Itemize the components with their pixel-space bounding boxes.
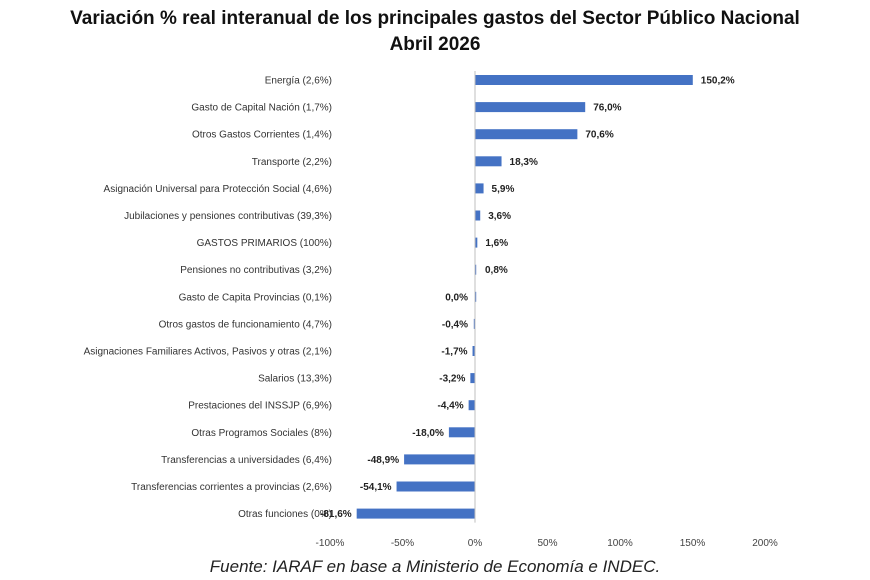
bar bbox=[475, 291, 477, 302]
value-label: -0,4% bbox=[442, 319, 468, 330]
bar bbox=[468, 400, 475, 411]
category-label: Energía (2,6%) bbox=[265, 76, 332, 87]
x-tick-labels-group: -100% -50% 0% 50% 100% 150% 200% bbox=[316, 538, 778, 549]
value-label: 76,0% bbox=[593, 103, 621, 114]
bar bbox=[475, 129, 578, 140]
category-label: Gasto de Capita Provincias (0,1%) bbox=[179, 292, 332, 303]
category-label: Otros Gastos Corrientes (1,4%) bbox=[192, 130, 332, 141]
chart-title: Variación % real interanual de los princ… bbox=[70, 8, 800, 29]
category-label: Transferencias corrientes a provincias (… bbox=[131, 482, 332, 493]
value-label: 3,6% bbox=[488, 211, 511, 222]
value-label: 70,6% bbox=[585, 130, 613, 141]
bar bbox=[475, 102, 586, 113]
x-tick-label: 150% bbox=[680, 538, 706, 549]
category-label: Pensiones no contributivas (3,2%) bbox=[180, 265, 332, 276]
value-label: -1,7% bbox=[441, 347, 467, 358]
category-label: Asignación Universal para Protección Soc… bbox=[104, 184, 332, 195]
value-label: -48,9% bbox=[367, 455, 399, 466]
category-labels-group: Energía (2,6%) Gasto de Capital Nación (1… bbox=[84, 76, 332, 521]
value-label: 1,6% bbox=[485, 238, 508, 249]
value-label: -54,1% bbox=[360, 482, 392, 493]
category-label: Otras Programos Sociales (8%) bbox=[191, 428, 332, 439]
bar bbox=[475, 237, 478, 248]
category-label: Asignaciones Familiares Activos, Pasivos… bbox=[84, 347, 332, 358]
x-tick-label: 0% bbox=[468, 538, 483, 549]
bar bbox=[475, 210, 481, 221]
source-note: Fuente: IARAF en base a Ministerio de Ec… bbox=[209, 557, 661, 576]
bar bbox=[472, 346, 475, 356]
value-label: 0,8% bbox=[485, 265, 508, 276]
category-label: Otros gastos de funcionamiento (4,7%) bbox=[159, 319, 332, 330]
value-label: -18,0% bbox=[412, 428, 444, 439]
bar bbox=[475, 156, 502, 167]
category-label: Prestaciones del INSSJP (6,9%) bbox=[188, 401, 332, 412]
value-label: 5,9% bbox=[492, 184, 515, 195]
x-tick-label: 50% bbox=[537, 538, 557, 549]
x-tick-label: -100% bbox=[316, 538, 345, 549]
value-label: 150,2% bbox=[701, 76, 735, 87]
value-label: -3,2% bbox=[439, 374, 465, 385]
bar bbox=[470, 373, 475, 384]
category-label: Transferencias a universidades (6,4%) bbox=[161, 455, 332, 466]
bar bbox=[475, 183, 484, 194]
x-tick-label: 200% bbox=[752, 538, 778, 549]
category-label: Jubilaciones y pensiones contributivas (… bbox=[124, 211, 332, 222]
category-label: Salarios (13,3%) bbox=[258, 374, 332, 385]
category-label: Gasto de Capital Nación (1,7%) bbox=[191, 103, 332, 114]
bar bbox=[448, 427, 475, 438]
bars-group bbox=[356, 75, 693, 519]
category-label: Transporte (2,2%) bbox=[252, 157, 332, 168]
chart-subtitle: Abril 2026 bbox=[389, 34, 481, 55]
bar bbox=[475, 264, 477, 275]
bar bbox=[356, 508, 475, 519]
bar bbox=[396, 481, 475, 492]
value-label: 0,0% bbox=[445, 292, 468, 303]
value-label: 18,3% bbox=[510, 157, 538, 168]
bar bbox=[473, 318, 475, 329]
value-labels-group: 150,2% 76,0% 70,6% 18,3% 5,9% 3,6% 1,6% 0,8% 0,0… bbox=[320, 76, 735, 521]
value-label: -4,4% bbox=[437, 401, 463, 412]
chart-title-block: Variación % real interanual de los princ… bbox=[0, 6, 870, 58]
bar bbox=[404, 454, 475, 465]
x-tick-label: -50% bbox=[391, 538, 414, 549]
bar bbox=[475, 75, 693, 85]
value-label: -81,6% bbox=[320, 509, 352, 520]
category-label: GASTOS PRIMARIOS (100%) bbox=[197, 238, 332, 249]
category-label: Otras funciones (0%) bbox=[238, 509, 332, 520]
x-tick-label: 100% bbox=[607, 538, 633, 549]
